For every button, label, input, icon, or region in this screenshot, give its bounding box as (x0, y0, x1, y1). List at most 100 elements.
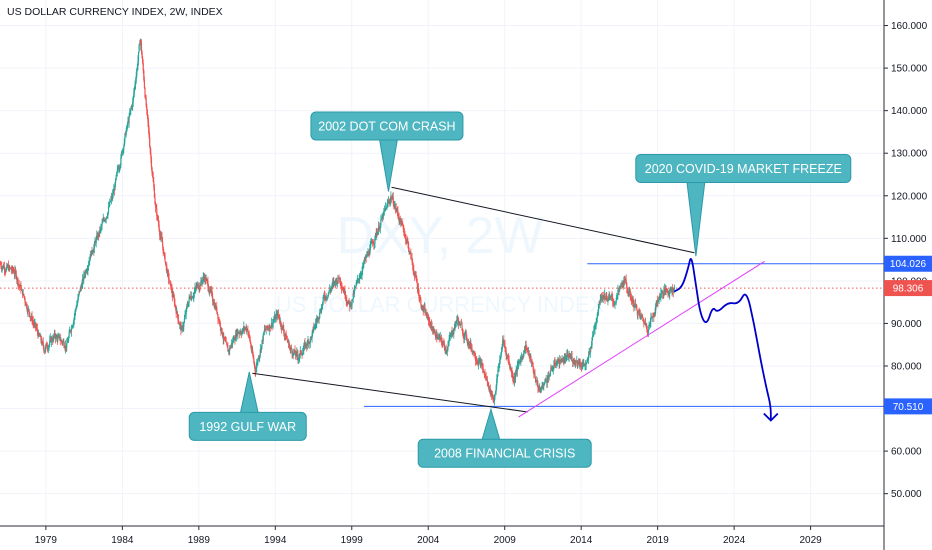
candle (91, 246, 93, 255)
annotations: 2002 DOT COM CRASH 2020 COVID-19 MARKET F… (188, 111, 852, 468)
candle (113, 184, 115, 194)
price-badge: 104.026 (884, 255, 932, 272)
candle (449, 331, 451, 341)
candle (479, 356, 481, 368)
candle (581, 361, 583, 371)
candle (314, 318, 317, 330)
candle (100, 223, 102, 234)
candle (336, 277, 338, 285)
candle (70, 324, 73, 337)
callout[interactable]: 1992 GULF WAR (188, 371, 307, 441)
candle (567, 350, 569, 357)
candle (652, 312, 654, 318)
candle (380, 214, 382, 228)
candle (383, 205, 386, 216)
candle (3, 261, 6, 276)
candle (607, 294, 610, 302)
candle (404, 234, 407, 245)
candle (484, 369, 486, 379)
candle (77, 293, 80, 301)
candle (517, 359, 519, 369)
candle (490, 389, 493, 400)
candle (330, 285, 332, 293)
time-axis[interactable]: 1979 1984 1989 1994 1999 2004 2009 2014 2019 2024… (35, 526, 822, 546)
candle (599, 294, 601, 306)
candle (521, 355, 523, 363)
candle (374, 235, 376, 249)
candle (496, 374, 498, 384)
candle (471, 344, 473, 354)
candle (663, 286, 665, 299)
axes (0, 0, 885, 550)
candle (591, 337, 593, 349)
candle (614, 303, 617, 305)
candle (66, 338, 68, 352)
x-tick-label: 2029 (799, 535, 822, 546)
candle (559, 354, 561, 369)
callout[interactable]: 2002 DOT COM CRASH (310, 111, 464, 192)
candle (517, 358, 520, 370)
candle (323, 290, 326, 301)
candle (393, 201, 396, 209)
lower-channel-line[interactable] (252, 372, 528, 413)
callout[interactable]: 2008 FINANCIAL CRISIS (417, 407, 592, 468)
candle (44, 350, 46, 352)
candle (186, 303, 188, 312)
candle (433, 325, 435, 334)
chart-title: US DOLLAR CURRENCY INDEX, 2W, INDEX (7, 6, 223, 18)
candle (545, 375, 547, 383)
candle (272, 318, 274, 329)
candle (142, 55, 144, 65)
candle (588, 348, 590, 357)
x-tick-label: 2004 (417, 535, 440, 546)
upper-channel-line[interactable] (391, 186, 695, 254)
candle (53, 335, 55, 342)
candle (537, 380, 539, 394)
candle (164, 252, 166, 263)
candle (162, 246, 164, 257)
candle (332, 278, 334, 290)
candle (508, 355, 510, 366)
candle (466, 334, 468, 342)
candle (123, 137, 126, 147)
candle (49, 335, 51, 348)
candle (285, 330, 287, 339)
candle (156, 203, 158, 221)
candle (451, 326, 453, 337)
candle (283, 329, 286, 341)
candle (427, 314, 430, 326)
candle (560, 358, 563, 363)
candle (505, 347, 507, 361)
candle (672, 284, 674, 295)
rising-support-line[interactable] (518, 260, 765, 418)
price-badge: 98.306 (884, 280, 932, 297)
candle (152, 171, 154, 183)
candle (589, 346, 591, 358)
candle (101, 218, 103, 230)
candle (531, 358, 533, 365)
projection-path[interactable] (674, 258, 772, 421)
candle (32, 315, 34, 326)
candle (540, 385, 543, 393)
candle (294, 345, 296, 354)
candle (0, 261, 3, 272)
candle (118, 164, 120, 174)
candle (473, 351, 476, 356)
candle (282, 321, 284, 331)
candle (264, 324, 266, 333)
candle (577, 358, 580, 364)
candle (112, 189, 114, 202)
candle (533, 367, 535, 379)
candle (259, 354, 261, 363)
callout[interactable]: 2020 COVID-19 MARKET FREEZE (635, 154, 852, 257)
candle (281, 326, 283, 331)
candle (556, 360, 558, 369)
candle (320, 304, 323, 315)
callout-pointer (239, 371, 259, 414)
candle (154, 201, 157, 213)
candle (512, 372, 514, 385)
candle (122, 148, 124, 156)
candle (286, 335, 288, 340)
candle (107, 211, 109, 220)
